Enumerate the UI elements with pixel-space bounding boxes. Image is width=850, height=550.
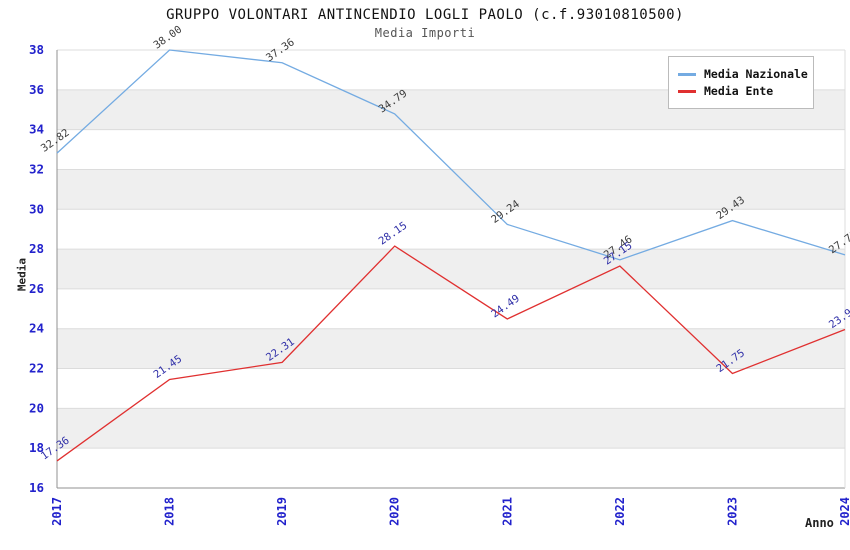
legend-swatch-media-nazionale <box>678 72 696 76</box>
x-tick-label: 2017 <box>50 497 64 526</box>
data-label: 38.00 <box>151 24 184 52</box>
y-tick-label: 18 <box>29 440 44 455</box>
y-tick-label: 24 <box>29 321 44 336</box>
data-label: 24.49 <box>489 293 522 321</box>
legend-item-media-nazionale: Media Nazionale <box>678 67 808 81</box>
y-tick-label: 28 <box>29 241 44 256</box>
chart-title: GRUPPO VOLONTARI ANTINCENDIO LOGLI PAOLO… <box>166 7 684 23</box>
data-label: 23.96 <box>827 303 850 331</box>
x-tick-label: 2022 <box>613 497 627 526</box>
plot-band <box>57 408 845 449</box>
plot-band <box>57 169 845 210</box>
x-tick-label: 2021 <box>500 497 514 526</box>
legend: Media Nazionale Media Ente <box>668 56 814 109</box>
x-tick-label: 2018 <box>163 497 177 526</box>
legend-swatch-media-ente <box>678 89 696 93</box>
plot-band <box>57 328 845 369</box>
series-line-media-ente <box>56 245 846 462</box>
x-tick-label: 2019 <box>275 497 289 526</box>
y-tick-label: 34 <box>29 122 44 137</box>
legend-label: Media Nazionale <box>704 67 808 81</box>
y-tick-label: 36 <box>29 82 44 97</box>
y-tick-label: 20 <box>29 400 44 415</box>
y-tick-label: 16 <box>29 480 44 495</box>
y-tick-label: 30 <box>29 201 44 216</box>
chart-subtitle: Media Importi <box>374 26 476 40</box>
x-tick-label: 2023 <box>725 497 739 526</box>
x-axis-title: Anno <box>805 516 834 530</box>
data-label: 28.15 <box>377 220 410 248</box>
y-tick-label: 32 <box>29 161 44 176</box>
y-tick-label: 22 <box>29 361 44 376</box>
legend-label: Media Ente <box>704 84 774 98</box>
y-tick-label: 26 <box>29 281 44 296</box>
series-line-media-nazionale <box>56 49 846 261</box>
x-tick-label: 2020 <box>388 497 402 526</box>
data-label: 27.71 <box>827 228 850 256</box>
x-tick-label: 2024 <box>838 497 850 526</box>
y-tick-label: 38 <box>29 42 44 57</box>
legend-item-media-ente: Media Ente <box>678 84 804 98</box>
